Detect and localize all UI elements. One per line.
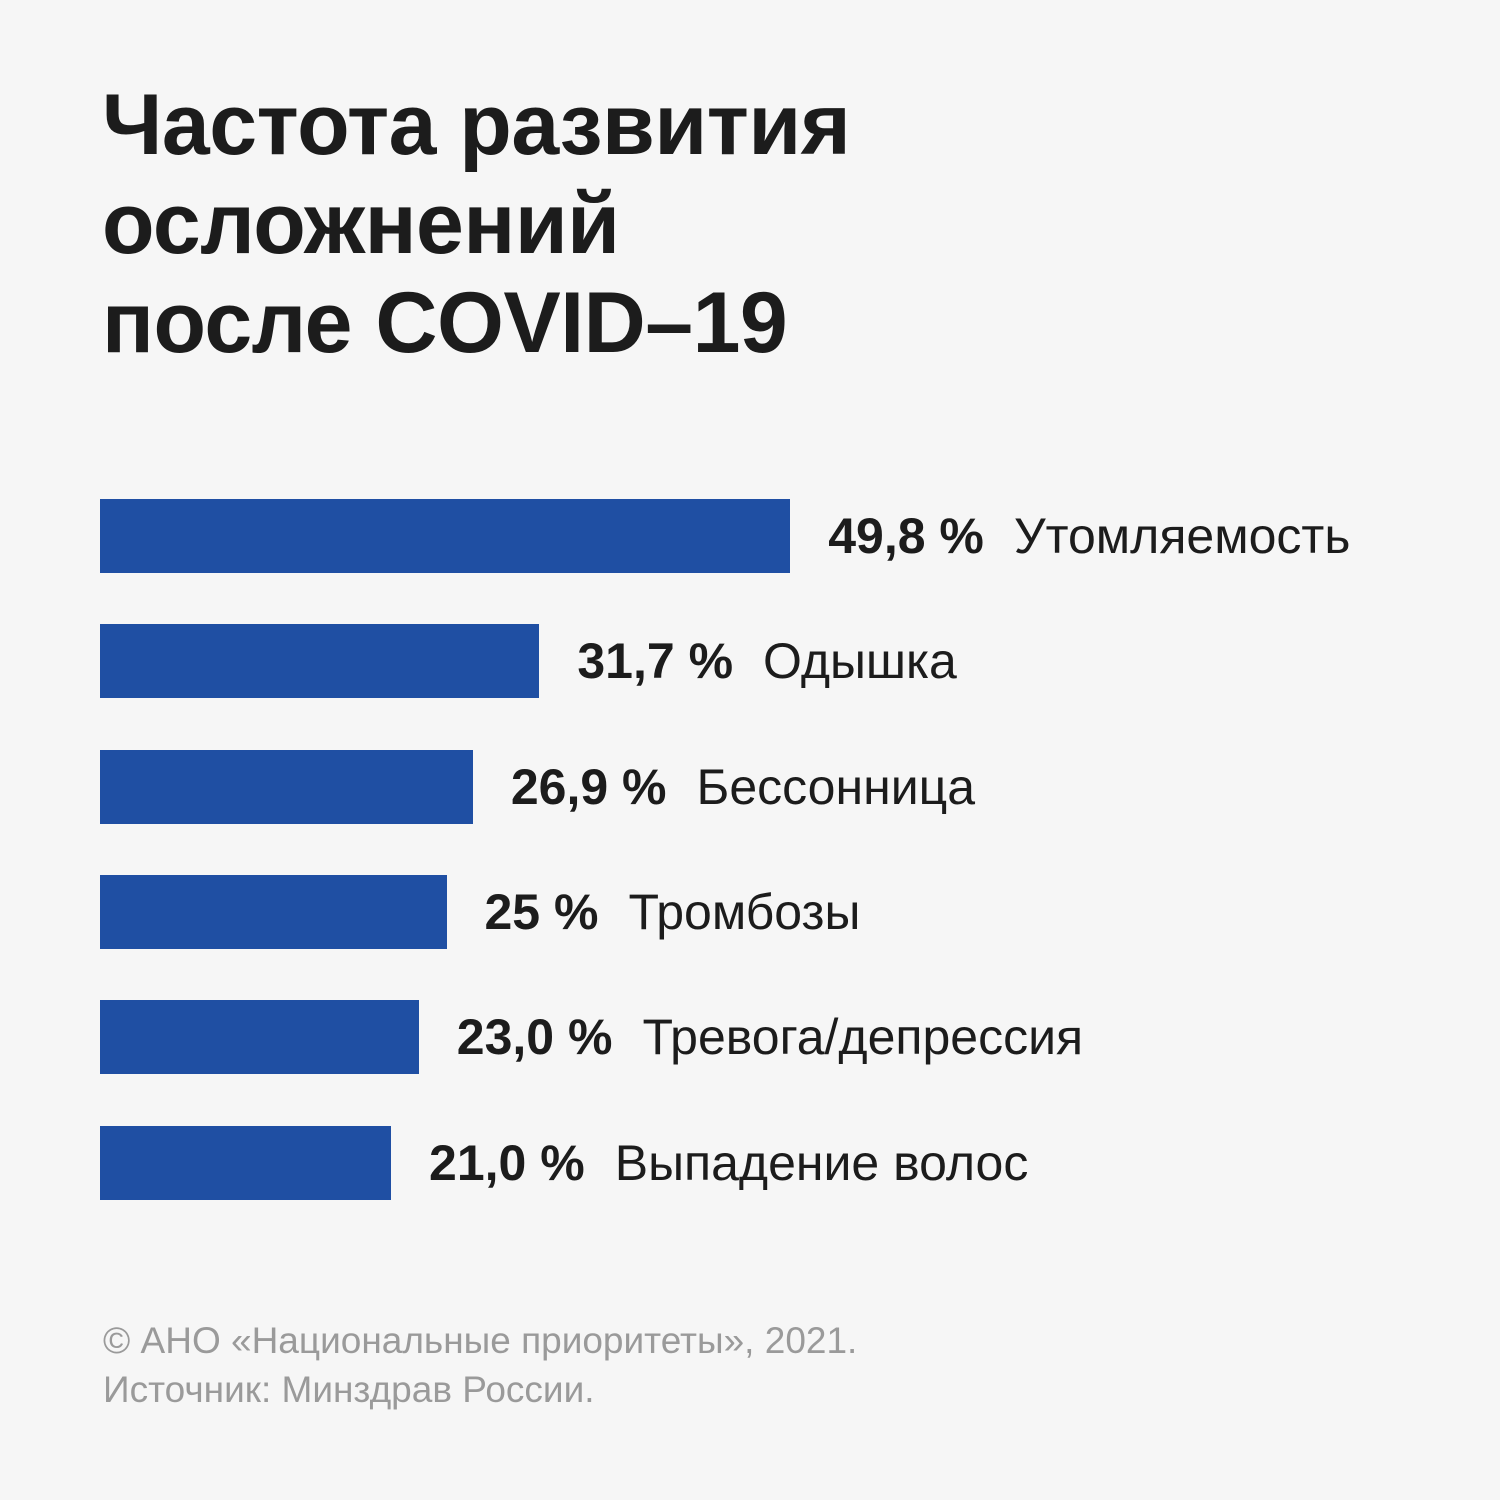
bar-label: 21,0 % Выпадение волос — [429, 1132, 1028, 1194]
bar-label: 31,7 % Одышка — [577, 630, 956, 692]
value-label: 26,9 % — [510, 759, 667, 815]
category-label: Одышка — [763, 633, 957, 689]
copyright-text: © АНО «Национальные приоритеты», 2021. — [103, 1320, 858, 1361]
bar-label: 23,0 % Тревога/депрессия — [457, 1006, 1083, 1068]
value-label: 25 % — [484, 884, 599, 940]
category-label: Тревога/депрессия — [642, 1009, 1084, 1065]
footer: © АНО «Национальные приоритеты», 2021. И… — [103, 1316, 857, 1414]
value-label: 23,0 % — [456, 1009, 613, 1065]
bar — [100, 875, 447, 949]
value-label: 31,7 % — [577, 633, 734, 689]
bar — [100, 624, 540, 698]
bar — [100, 1126, 392, 1200]
source-text: Источник: Минздрав России. — [103, 1369, 595, 1410]
category-label: Тромбозы — [628, 884, 861, 940]
bar — [100, 499, 791, 573]
bar-label: 49,8 % Утомляемость — [828, 505, 1350, 567]
title-line-1: Частота развития — [102, 77, 851, 173]
title-line-2: осложнений — [102, 176, 620, 272]
bar-label: 26,9 % Бессонница — [511, 756, 975, 818]
value-label: 49,8 % — [828, 508, 984, 564]
bar — [100, 1000, 419, 1074]
category-label: Утомляемость — [1013, 508, 1351, 564]
category-label: Выпадение волос — [614, 1135, 1029, 1191]
value-label: 21,0 % — [429, 1135, 585, 1191]
bar — [100, 750, 473, 824]
title-line-3: после COVID–19 — [102, 275, 788, 371]
chart-title: Частота развития осложнений после COVID–… — [102, 76, 851, 373]
category-label: Бессонница — [696, 759, 976, 815]
bar-label: 25 % Тромбозы — [485, 881, 861, 943]
